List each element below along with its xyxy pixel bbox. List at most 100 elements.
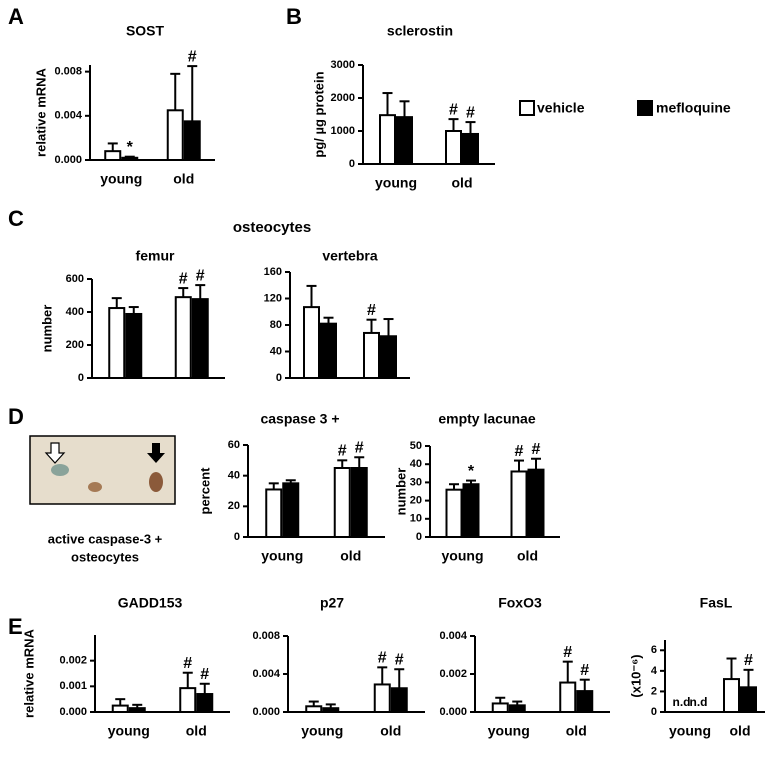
y-tick-label: 0.000 <box>59 706 87 718</box>
y-tick-label: 0 <box>416 531 422 543</box>
y-tick-label: 200 <box>66 339 84 351</box>
y-tick-label: 0 <box>276 372 282 384</box>
y-tick-label: 120 <box>264 292 282 304</box>
bar <box>379 114 396 166</box>
chart-title: p27 <box>320 595 344 611</box>
y-tick-label: 0.008 <box>252 630 280 642</box>
y-axis-label: relative mRNA <box>33 67 48 156</box>
significance-mark: # <box>563 644 572 661</box>
chart-title: caspase 3 + <box>260 411 339 427</box>
panel-label: A <box>8 4 24 29</box>
y-tick-label: 50 <box>410 440 422 452</box>
y-tick-label: 2000 <box>331 92 355 104</box>
bar <box>491 702 509 714</box>
y-tick-label: 0.001 <box>59 680 87 692</box>
y-tick-label: 6 <box>651 644 657 656</box>
y-tick-label: 60 <box>228 439 240 451</box>
significance-mark: # <box>580 662 589 679</box>
bar <box>740 686 757 713</box>
bar <box>128 707 146 714</box>
y-tick-label: 600 <box>66 273 84 285</box>
x-tick-label: old <box>340 548 361 564</box>
y-tick-label: 0.002 <box>59 655 87 667</box>
y-tick-label: 0.000 <box>54 154 82 166</box>
panel-label: D <box>8 404 24 429</box>
y-tick-label: 80 <box>270 319 282 331</box>
bar <box>445 488 463 538</box>
bar <box>108 307 126 380</box>
bar <box>104 150 122 162</box>
chart-title: FasL <box>700 595 733 611</box>
y-tick-label: 0 <box>651 706 657 718</box>
x-tick-label: young <box>488 723 530 739</box>
bar <box>445 130 462 165</box>
y-tick-label: 20 <box>228 500 240 512</box>
bar <box>282 482 300 539</box>
bar <box>462 132 479 166</box>
x-tick-label: young <box>669 723 711 739</box>
bar <box>322 707 340 714</box>
y-tick-label: 0.000 <box>439 706 467 718</box>
y-tick-label: 3000 <box>331 59 355 71</box>
bar <box>508 704 526 713</box>
significance-mark: * <box>468 463 475 480</box>
bar <box>303 306 320 379</box>
significance-mark: # <box>355 439 364 456</box>
chart-title: SOST <box>126 23 165 39</box>
y-tick-label: 160 <box>264 266 282 278</box>
significance-mark: # <box>466 104 475 121</box>
x-tick-label: young <box>442 548 484 564</box>
x-tick-label: young <box>301 723 343 739</box>
x-tick-label: old <box>566 723 587 739</box>
significance-mark: # <box>378 650 387 667</box>
bar <box>363 331 380 380</box>
y-axis-label: number <box>393 468 408 516</box>
significance-mark: # <box>532 441 541 458</box>
y-axis-label: percent <box>197 467 212 515</box>
group-title: osteocytes <box>233 219 311 236</box>
bar <box>191 298 209 380</box>
chart-title: sclerostin <box>387 23 453 39</box>
y-tick-label: 0.002 <box>439 668 467 680</box>
y-tick-label: 40 <box>228 470 240 482</box>
significance-mark: # <box>395 651 404 668</box>
y-tick-label: 40 <box>270 345 282 357</box>
legend-swatch <box>519 100 535 116</box>
y-axis-label: number <box>39 305 54 353</box>
panel-label: E <box>8 614 23 639</box>
significance-mark: * <box>127 139 134 156</box>
bar <box>396 116 413 165</box>
y-tick-label: 400 <box>66 306 84 318</box>
bar <box>390 687 408 713</box>
legend-label: vehicle <box>537 100 585 116</box>
y-tick-label: 0.004 <box>54 110 82 122</box>
bar <box>350 467 368 538</box>
y-tick-label: 1000 <box>331 125 355 137</box>
significance-mark: # <box>200 666 209 683</box>
y-axis-label: relative mRNA <box>21 628 36 717</box>
x-tick-label: old <box>173 171 194 187</box>
significance-mark: # <box>449 101 458 118</box>
chart-title: vertebra <box>322 248 377 264</box>
bar <box>174 296 192 379</box>
significance-mark: # <box>338 443 347 460</box>
y-tick-label: 0 <box>234 531 240 543</box>
bar <box>121 156 139 161</box>
y-tick-label: 0.004 <box>439 630 467 642</box>
micrograph <box>29 435 176 505</box>
panel-label: C <box>8 206 24 231</box>
y-tick-label: 4 <box>651 665 658 677</box>
x-tick-label: young <box>108 723 150 739</box>
significance-mark: # <box>744 652 753 669</box>
bar <box>265 488 283 539</box>
chart-title: empty lacunae <box>438 411 535 427</box>
y-tick-label: 0 <box>349 158 355 170</box>
bar <box>559 681 577 713</box>
value-label: n.d <box>690 695 708 709</box>
bar <box>380 335 397 380</box>
bar <box>510 470 528 539</box>
y-tick-label: 0 <box>78 372 84 384</box>
value-label: n.d <box>673 695 691 709</box>
bar <box>333 467 351 538</box>
